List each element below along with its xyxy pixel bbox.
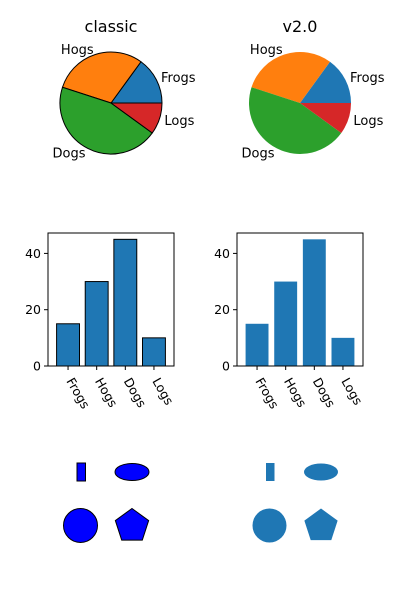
patch-ellipse [304,463,338,481]
bar-chart-v2: 0 20 40 Frogs Hogs Dogs Logs [214,232,366,411]
bar-dogs [302,239,326,366]
patch-ellipse [114,463,150,481]
bar-dogs [113,238,138,367]
axes-frame [47,232,175,367]
pie-slice-dogs [59,86,153,155]
pie-title-v2: v2.0 [283,17,318,36]
pie-slice-logs [300,103,351,133]
pie-label-frogs: Frogs [350,71,385,86]
bar-chart-classic: 0 20 40 Frogs Hogs Dogs Logs [25,232,177,411]
patch-rectangle [266,463,275,481]
x-tick-label-frogs: Frogs [252,375,282,411]
bar-hogs [274,281,298,366]
y-tick-label: 40 [25,246,41,261]
pie-slice-logs [109,102,163,134]
axes-frame [236,232,364,367]
patch-pentagon [114,507,150,541]
bar-logs [142,337,166,367]
x-tick-label-hogs: Hogs [281,375,310,410]
pie-chart-classic: Frogs Hogs Dogs Logs [53,43,196,161]
pie-slice-hogs [61,51,142,104]
pie-slice-dogs [249,87,342,154]
pie-chart-v2: Frogs Hogs Dogs Logs [242,43,385,161]
x-tick-label-hogs: Hogs [92,375,121,410]
bar-frogs [245,323,269,366]
pie-label-logs: Logs [164,114,194,129]
y-tick-label: 40 [214,246,230,261]
x-tick-label-logs: Logs [338,375,365,407]
pie-label-dogs: Dogs [53,147,86,162]
y-tick-label: 0 [222,359,230,374]
pie-slice-frogs [110,61,163,104]
patches-v2 [252,463,338,543]
x-tick-label-dogs: Dogs [310,375,339,410]
patch-rectangle [76,462,86,482]
pie-title-classic: classic [85,17,138,36]
bar-frogs [56,323,80,367]
y-tick-label: 20 [25,302,41,317]
y-tick-label: 20 [214,302,230,317]
y-tick-label: 0 [33,359,41,374]
pie-slice-hogs [251,52,330,103]
patches-classic [63,462,150,543]
pie-label-dogs: Dogs [242,147,275,162]
patch-circle [252,508,287,543]
pie-label-frogs: Frogs [161,71,196,86]
x-tick-label-logs: Logs [149,375,176,407]
bar-hogs [84,281,109,367]
bar-logs [331,337,355,366]
pie-label-logs: Logs [353,114,383,129]
patch-circle [63,508,98,543]
pie-slice-frogs [300,61,351,103]
x-tick-label-frogs: Frogs [63,375,93,411]
pie-label-hogs: Hogs [250,43,283,58]
pie-label-hogs: Hogs [61,43,94,58]
patch-pentagon [304,508,338,541]
x-tick-label-dogs: Dogs [121,375,150,410]
